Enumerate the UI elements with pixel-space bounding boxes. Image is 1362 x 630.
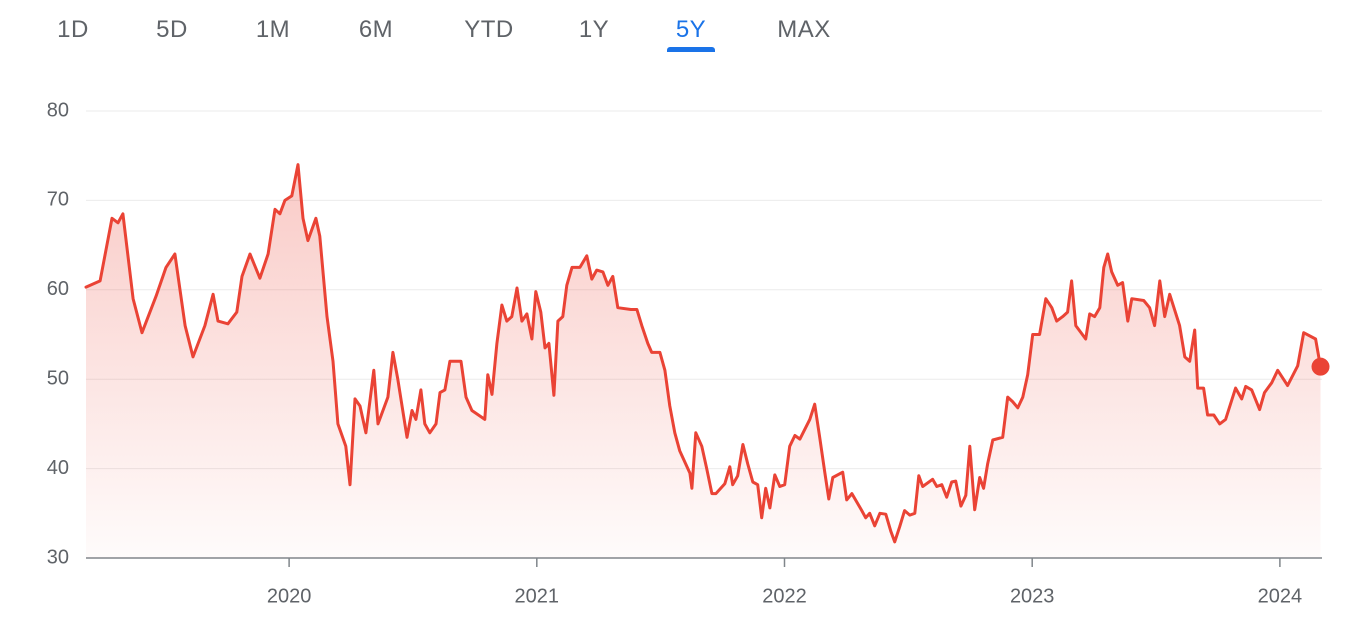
range-tab[interactable]: 1Y	[578, 16, 610, 43]
range-tab[interactable]: 6M	[358, 16, 394, 43]
x-tick-label: 2022	[762, 585, 807, 607]
range-tab[interactable]: MAX	[777, 16, 831, 43]
area	[86, 164, 1321, 558]
y-tick-label: 80	[47, 99, 69, 121]
current-point	[1311, 357, 1330, 376]
x-tick-label: 2020	[267, 585, 312, 607]
range-tab[interactable]: 1M	[255, 16, 291, 43]
price-line	[84, 163, 1322, 544]
x-tick-label: 2023	[1010, 585, 1055, 607]
range-tab[interactable]: 5Y	[675, 16, 707, 43]
y-tick-label: 60	[47, 278, 69, 300]
y-tick-label: 40	[47, 457, 69, 479]
y-tick-label: 50	[47, 367, 69, 389]
range-tab[interactable]: YTD	[464, 16, 514, 43]
range-tab[interactable]: 5D	[156, 16, 188, 43]
x-tick-label: 2021	[515, 585, 560, 607]
range-tab[interactable]: 1D	[57, 16, 89, 43]
x-tick-label: 2024	[1258, 585, 1303, 607]
y-tick-label: 70	[47, 189, 69, 211]
y-tick-label: 30	[47, 546, 69, 568]
selected-indicator	[667, 47, 715, 52]
